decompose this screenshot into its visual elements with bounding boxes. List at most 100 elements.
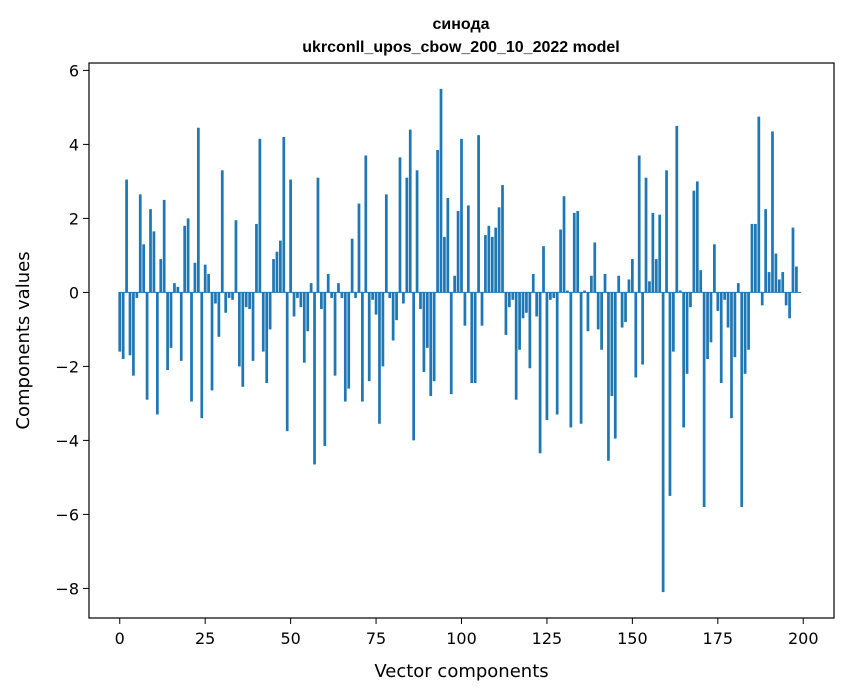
y-axis-ticks: −8 −6 −4 −2 0 2 4 6 — [55, 61, 89, 598]
bar — [473, 292, 477, 384]
x-tick-label: 125 — [532, 629, 563, 648]
bar — [227, 292, 231, 298]
bar — [576, 211, 580, 293]
bar — [412, 292, 416, 441]
bar — [740, 292, 744, 507]
bar — [166, 292, 169, 371]
bar — [559, 229, 562, 293]
bar — [644, 177, 648, 293]
bar — [754, 223, 757, 293]
bar — [384, 194, 388, 293]
bar — [231, 292, 234, 300]
bar — [716, 292, 720, 311]
bar — [535, 292, 539, 317]
bar — [203, 264, 207, 293]
bar — [361, 292, 364, 402]
bar — [179, 292, 183, 361]
bar — [665, 170, 668, 293]
bar — [402, 292, 405, 304]
bar — [330, 292, 333, 298]
bar — [525, 292, 528, 313]
bar — [244, 292, 248, 308]
bar — [326, 273, 330, 293]
x-tick-label: 100 — [446, 629, 477, 648]
bar — [261, 292, 265, 352]
bar — [528, 292, 532, 369]
bar — [453, 275, 457, 293]
x-tick-label: 150 — [617, 629, 648, 648]
bars-group — [118, 88, 798, 593]
y-tick-label: −4 — [55, 431, 79, 450]
bar — [788, 292, 791, 319]
x-tick-label: 0 — [115, 629, 125, 648]
bar — [149, 209, 152, 293]
bar — [419, 292, 422, 310]
bar — [289, 179, 292, 293]
bar — [309, 283, 313, 293]
bar — [695, 181, 699, 293]
bar — [220, 170, 224, 293]
bar — [425, 292, 429, 348]
bar — [583, 290, 586, 293]
bar — [378, 292, 381, 424]
bar — [648, 281, 651, 293]
bar — [207, 273, 210, 293]
bar — [398, 157, 402, 293]
bar — [443, 236, 446, 293]
y-tick-label: 4 — [69, 135, 79, 154]
bar — [555, 292, 559, 415]
bar — [439, 88, 443, 293]
bar — [654, 259, 658, 293]
bar — [285, 292, 289, 432]
bar — [497, 207, 501, 293]
bar — [238, 292, 241, 367]
bar — [678, 290, 682, 293]
bar — [456, 211, 460, 293]
x-axis-label: Vector components — [374, 661, 548, 682]
bar — [350, 238, 354, 293]
bar — [572, 212, 576, 293]
bar — [470, 292, 474, 384]
bar — [771, 131, 774, 293]
bar — [354, 292, 357, 298]
bar — [340, 292, 344, 298]
bar — [514, 292, 518, 400]
y-tick-label: 0 — [69, 283, 79, 302]
bar — [432, 292, 436, 382]
bar — [138, 194, 142, 293]
bar — [747, 292, 750, 350]
bar — [596, 292, 600, 330]
bar — [466, 205, 470, 293]
bar — [210, 292, 214, 391]
bar — [521, 292, 525, 319]
bar — [518, 292, 521, 350]
bar — [590, 275, 593, 293]
bar — [750, 223, 754, 293]
bar — [699, 270, 703, 293]
bar — [145, 292, 149, 400]
bar — [217, 292, 221, 337]
bar — [381, 292, 385, 367]
bar — [661, 292, 665, 593]
chart-title-line-2: ukrconll_upos_cbow_200_10_2022 model — [302, 39, 619, 56]
bar — [791, 227, 795, 293]
bar — [641, 292, 644, 365]
bar — [610, 292, 614, 396]
bar — [477, 135, 480, 293]
bar — [781, 272, 785, 293]
bar — [672, 292, 675, 352]
bar — [548, 292, 552, 300]
bar — [272, 259, 275, 293]
bar — [173, 283, 176, 293]
bar — [248, 292, 251, 310]
bar — [128, 292, 132, 356]
bar — [132, 292, 135, 376]
x-tick-label: 25 — [195, 629, 215, 648]
bar — [224, 292, 228, 313]
bar — [764, 209, 768, 293]
bar — [668, 292, 672, 496]
bar — [371, 292, 375, 300]
bar — [323, 292, 327, 446]
bar — [511, 292, 515, 300]
